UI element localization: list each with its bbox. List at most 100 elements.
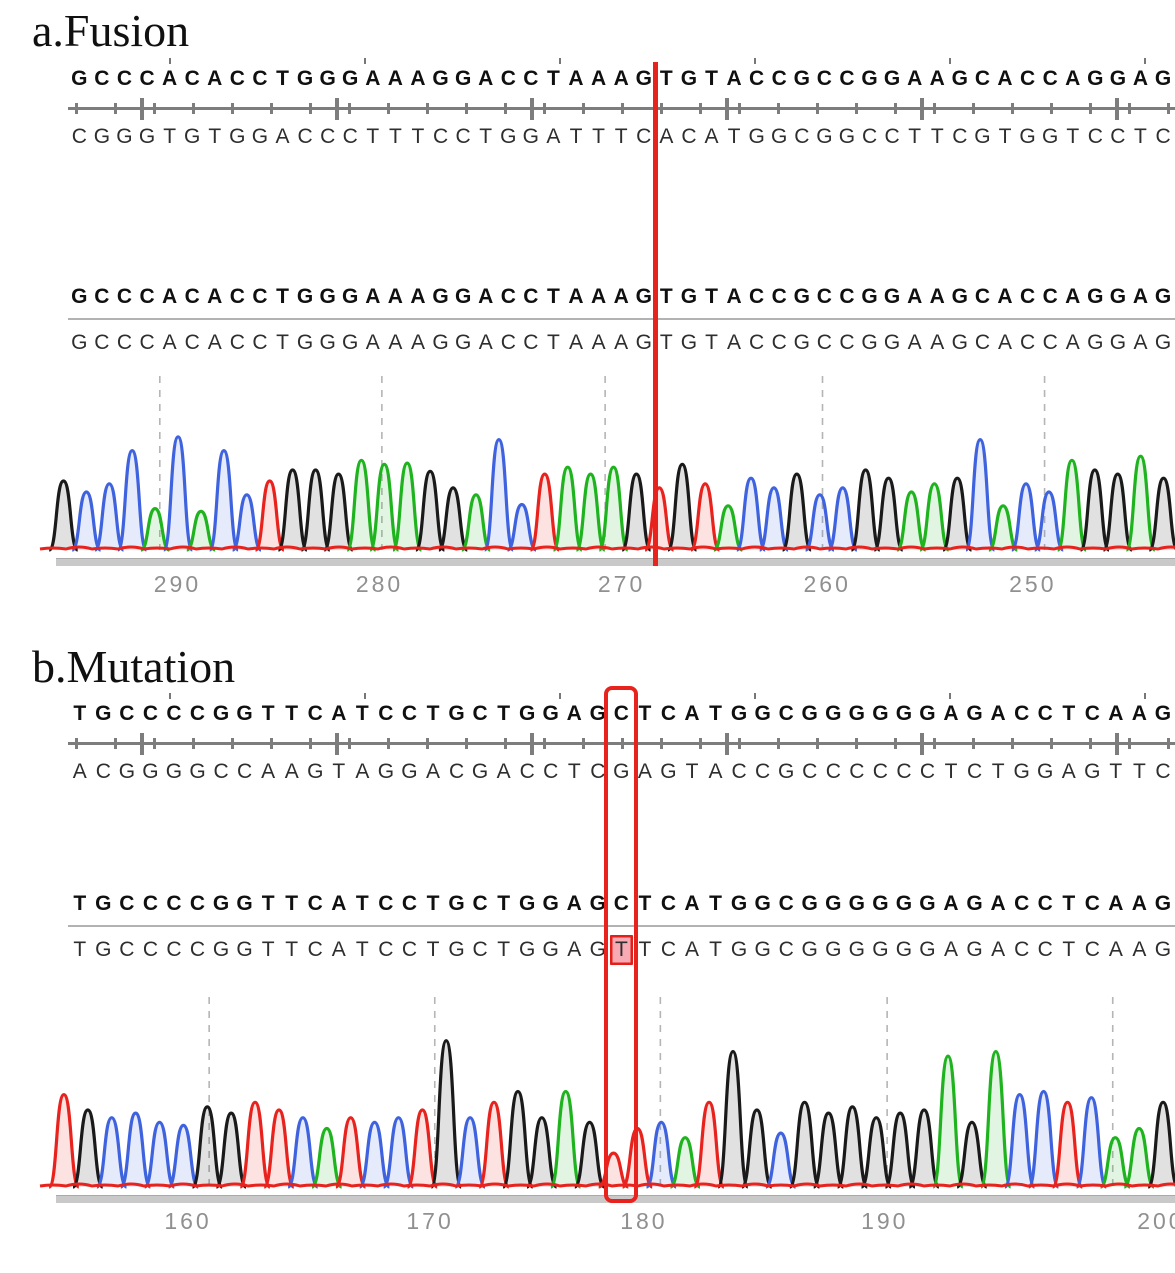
base-cell: C [636, 124, 652, 148]
base-cell: A [726, 66, 742, 90]
trace-peak-G [740, 1108, 774, 1189]
axis-position-label: 190 [861, 1208, 909, 1235]
base-cell: C [500, 66, 516, 90]
position-tick [754, 57, 756, 64]
base-cell: T [426, 702, 440, 726]
base-cell: C [1037, 892, 1053, 916]
position-tick [364, 693, 366, 700]
ruler-minor-tick [192, 738, 195, 750]
ruler-minor-tick [75, 738, 78, 750]
ruler-major-tick [1115, 97, 1119, 120]
base-cell: A [568, 284, 584, 308]
ruler-minor-tick [348, 738, 351, 750]
base-cell: A [284, 760, 299, 784]
base-cell: A [365, 66, 381, 90]
trace-peak-C [1033, 489, 1065, 552]
trace-peak-C [167, 1123, 200, 1189]
base-cell: C [237, 760, 253, 784]
trace-peak-C [1010, 481, 1042, 552]
ruler-minor-tick [816, 102, 819, 114]
ruler-major-tick [140, 733, 144, 756]
base-cell: T [614, 124, 628, 148]
base-cell: A [1061, 760, 1076, 784]
base-cell: C [919, 760, 936, 784]
base-cell: T [709, 892, 722, 916]
base-cell: G [680, 330, 698, 354]
base-cell: A [569, 330, 584, 354]
trace-peak-A [310, 1127, 344, 1189]
base-cell: G [793, 66, 810, 90]
base-cell: G [342, 330, 359, 354]
base-cell: A [568, 66, 584, 90]
base-cell: G [432, 284, 449, 308]
base-cell: G [1109, 330, 1127, 354]
base-cell: G [872, 938, 889, 962]
ruler-major-tick [920, 733, 924, 756]
base-cell: T [930, 124, 944, 148]
base-cell: T [659, 66, 673, 90]
base-cell: G [895, 938, 913, 962]
axis-position-label: 250 [1009, 570, 1057, 597]
base-cell: C [778, 702, 794, 726]
base-cell: A [684, 892, 700, 916]
base-cell: C [189, 938, 206, 962]
base-cell: G [454, 330, 472, 354]
mutant-base-cell: T [609, 935, 634, 966]
base-cell: C [816, 330, 832, 354]
axis-position-label: 290 [153, 570, 202, 597]
trace-peak-G [620, 472, 653, 552]
trace-peak-C [1075, 1096, 1108, 1189]
base-cell: C [252, 66, 268, 90]
trace-peak-A [551, 465, 584, 552]
position-tickmarks [68, 692, 1175, 700]
base-cell: T [285, 702, 299, 726]
base-cell: G [966, 892, 983, 916]
base-cell: T [163, 124, 177, 148]
base-cell: C [142, 702, 158, 726]
base-cell: C [731, 760, 747, 784]
base-cell: C [896, 760, 912, 784]
base-cell: C [749, 284, 765, 308]
base-cell: G [1037, 760, 1054, 784]
base-cell: G [883, 330, 901, 354]
trace-peak-T [238, 1100, 272, 1189]
base-cell: C [448, 760, 465, 784]
ruler-minor-tick [582, 738, 585, 750]
base-cell: T [73, 702, 87, 726]
base-cell: A [566, 702, 582, 726]
position-tick [949, 693, 951, 700]
base-cell: C [794, 124, 810, 148]
base-cell: A [1132, 66, 1149, 90]
base-cell: G [448, 702, 465, 726]
base-cell: G [319, 284, 336, 308]
base-cell: C [1014, 702, 1030, 726]
base-cell: A [1108, 938, 1123, 962]
base-cell: T [998, 124, 1012, 148]
ruler-minor-tick [153, 738, 156, 750]
base-cell: A [331, 892, 347, 916]
base-cell: T [276, 330, 289, 354]
trace-peak-C [358, 1120, 391, 1189]
trace-peak-C [1003, 1093, 1037, 1189]
base-cell: A [684, 938, 699, 962]
base-cell: C [816, 66, 832, 90]
base-cell: C [839, 330, 855, 354]
ruler-major-tick [1115, 733, 1119, 756]
base-cell: C [139, 284, 155, 308]
base-cell: C [401, 702, 418, 726]
base-cell: G [861, 330, 878, 354]
ruler-minor-tick [699, 102, 702, 114]
ruler-minor-tick [855, 738, 858, 750]
base-cell: A [365, 284, 381, 308]
trace-peak-A [1122, 1127, 1156, 1189]
base-cell: C [1037, 938, 1053, 962]
base-cell: C [472, 702, 488, 726]
trace-peak-T [262, 1108, 296, 1189]
baseline-trace [39, 1182, 1175, 1188]
trace-peak-C [95, 1116, 129, 1189]
base-cell: G [895, 892, 913, 916]
base-cell: G [883, 66, 901, 90]
trace-peak-C [162, 434, 194, 552]
base-cell: A [1133, 330, 1148, 354]
base-cell: G [142, 760, 159, 784]
